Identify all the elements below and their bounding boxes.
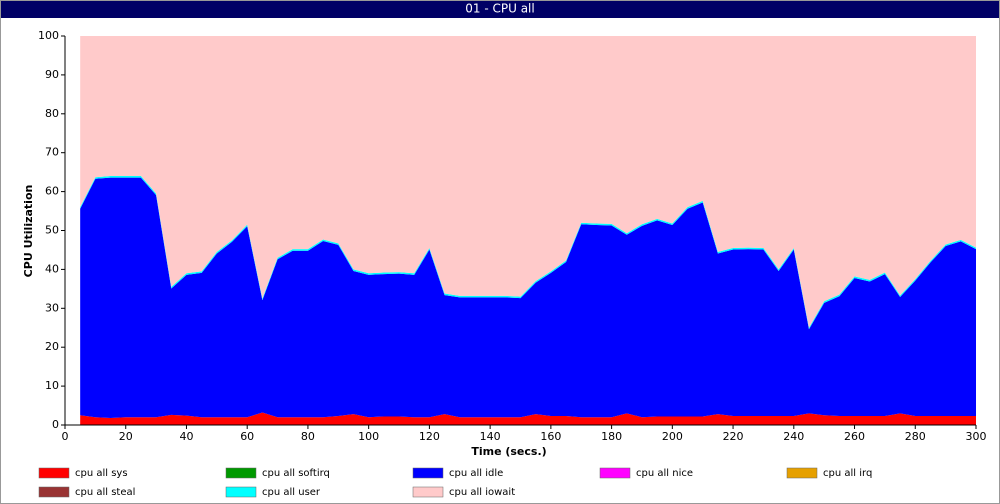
y-axis-title: CPU Utilization bbox=[22, 185, 35, 278]
legend-label: cpu all steal bbox=[75, 487, 135, 498]
legend-swatch bbox=[38, 486, 70, 498]
y-tick-label: 60 bbox=[45, 185, 59, 198]
legend-swatch bbox=[225, 467, 257, 479]
y-tick-label: 50 bbox=[45, 224, 59, 237]
area bbox=[80, 177, 976, 418]
y-tick-label: 10 bbox=[45, 379, 59, 392]
x-tick-label: 300 bbox=[966, 430, 987, 443]
y-tick-label: 0 bbox=[52, 418, 59, 431]
legend-label: cpu all idle bbox=[449, 468, 503, 479]
y-tick-label: 100 bbox=[38, 29, 59, 42]
legend-swatch bbox=[225, 486, 257, 498]
chart-title: 01 - CPU all bbox=[465, 2, 534, 16]
area bbox=[80, 36, 976, 328]
x-tick-label: 20 bbox=[119, 430, 133, 443]
y-tick-label: 90 bbox=[45, 68, 59, 81]
legend-swatch bbox=[38, 467, 70, 479]
legend-label: cpu all sys bbox=[75, 468, 128, 479]
x-tick-label: 60 bbox=[240, 430, 254, 443]
x-tick-label: 80 bbox=[301, 430, 315, 443]
x-tick-label: 100 bbox=[358, 430, 379, 443]
legend-swatch bbox=[599, 467, 631, 479]
x-tick-label: 120 bbox=[419, 430, 440, 443]
x-tick-label: 240 bbox=[783, 430, 804, 443]
x-tick-label: 280 bbox=[905, 430, 926, 443]
legend-label: cpu all softirq bbox=[262, 468, 330, 479]
y-tick-label: 70 bbox=[45, 146, 59, 159]
legend-swatch bbox=[412, 467, 444, 479]
x-tick-label: 140 bbox=[480, 430, 501, 443]
x-axis-title: Time (secs.) bbox=[471, 445, 546, 458]
x-tick-label: 220 bbox=[723, 430, 744, 443]
x-tick-label: 0 bbox=[62, 430, 69, 443]
x-tick-label: 160 bbox=[540, 430, 561, 443]
x-tick-label: 180 bbox=[601, 430, 622, 443]
legend-label: cpu all user bbox=[262, 487, 321, 498]
y-tick-label: 40 bbox=[45, 262, 59, 275]
y-tick-label: 80 bbox=[45, 107, 59, 120]
legend-swatch bbox=[786, 467, 818, 479]
legend-label: cpu all irq bbox=[823, 468, 872, 479]
y-tick-label: 20 bbox=[45, 340, 59, 353]
area bbox=[80, 412, 976, 425]
legend-label: cpu all nice bbox=[636, 468, 693, 479]
x-tick-label: 200 bbox=[662, 430, 683, 443]
x-tick-label: 40 bbox=[179, 430, 193, 443]
title-bar bbox=[1, 1, 999, 18]
y-tick-label: 30 bbox=[45, 301, 59, 314]
legend-swatch bbox=[412, 486, 444, 498]
legend-label: cpu all iowait bbox=[449, 487, 515, 498]
x-tick-label: 260 bbox=[844, 430, 865, 443]
